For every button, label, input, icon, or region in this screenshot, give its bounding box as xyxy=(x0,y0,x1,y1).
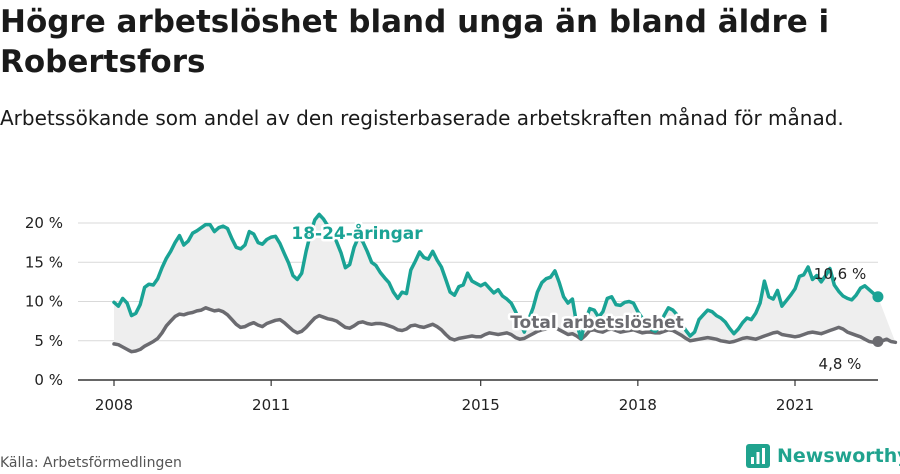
end-label-total: 4,8 % xyxy=(819,355,862,373)
y-tick-label: 10 % xyxy=(25,293,63,311)
end-point-youth xyxy=(872,291,884,303)
source-note: Källa: Arbetsförmedlingen xyxy=(0,455,182,471)
y-tick-label: 20 % xyxy=(25,214,63,232)
y-tick-label: 5 % xyxy=(34,332,63,350)
x-tick-label: 2008 xyxy=(95,396,133,414)
x-tick-label: 2015 xyxy=(462,396,500,414)
series-label-total: Total arbetslöshet xyxy=(510,313,684,333)
x-tick-label: 2021 xyxy=(776,396,814,414)
end-label-youth: 10,6 % xyxy=(814,265,866,283)
range-band xyxy=(114,214,896,352)
y-tick-label: 15 % xyxy=(25,253,63,271)
y-axis-labels: 0 % 5 % 10 % 15 % 20 % xyxy=(25,214,63,389)
series-line-total xyxy=(112,306,898,354)
chart-title: Högre arbetslöshet bland unga än bland ä… xyxy=(0,4,830,80)
newsworthy-logo-icon xyxy=(746,444,770,468)
series-label-youth: 18-24-åringar xyxy=(291,222,423,244)
chart-subtitle: Arbetssökande som andel av den registerb… xyxy=(0,106,844,130)
x-tick-label: 2011 xyxy=(252,396,290,414)
brand-name: Newsworthy xyxy=(777,445,900,467)
end-point-total xyxy=(872,336,884,348)
brand-logo[interactable]: Newsworthy xyxy=(746,443,900,469)
series-line-youth xyxy=(112,212,880,341)
x-tick-label: 2018 xyxy=(619,396,657,414)
y-tick-label: 0 % xyxy=(34,371,63,389)
x-axis: 2008 2011 2015 2018 2021 xyxy=(78,379,878,414)
